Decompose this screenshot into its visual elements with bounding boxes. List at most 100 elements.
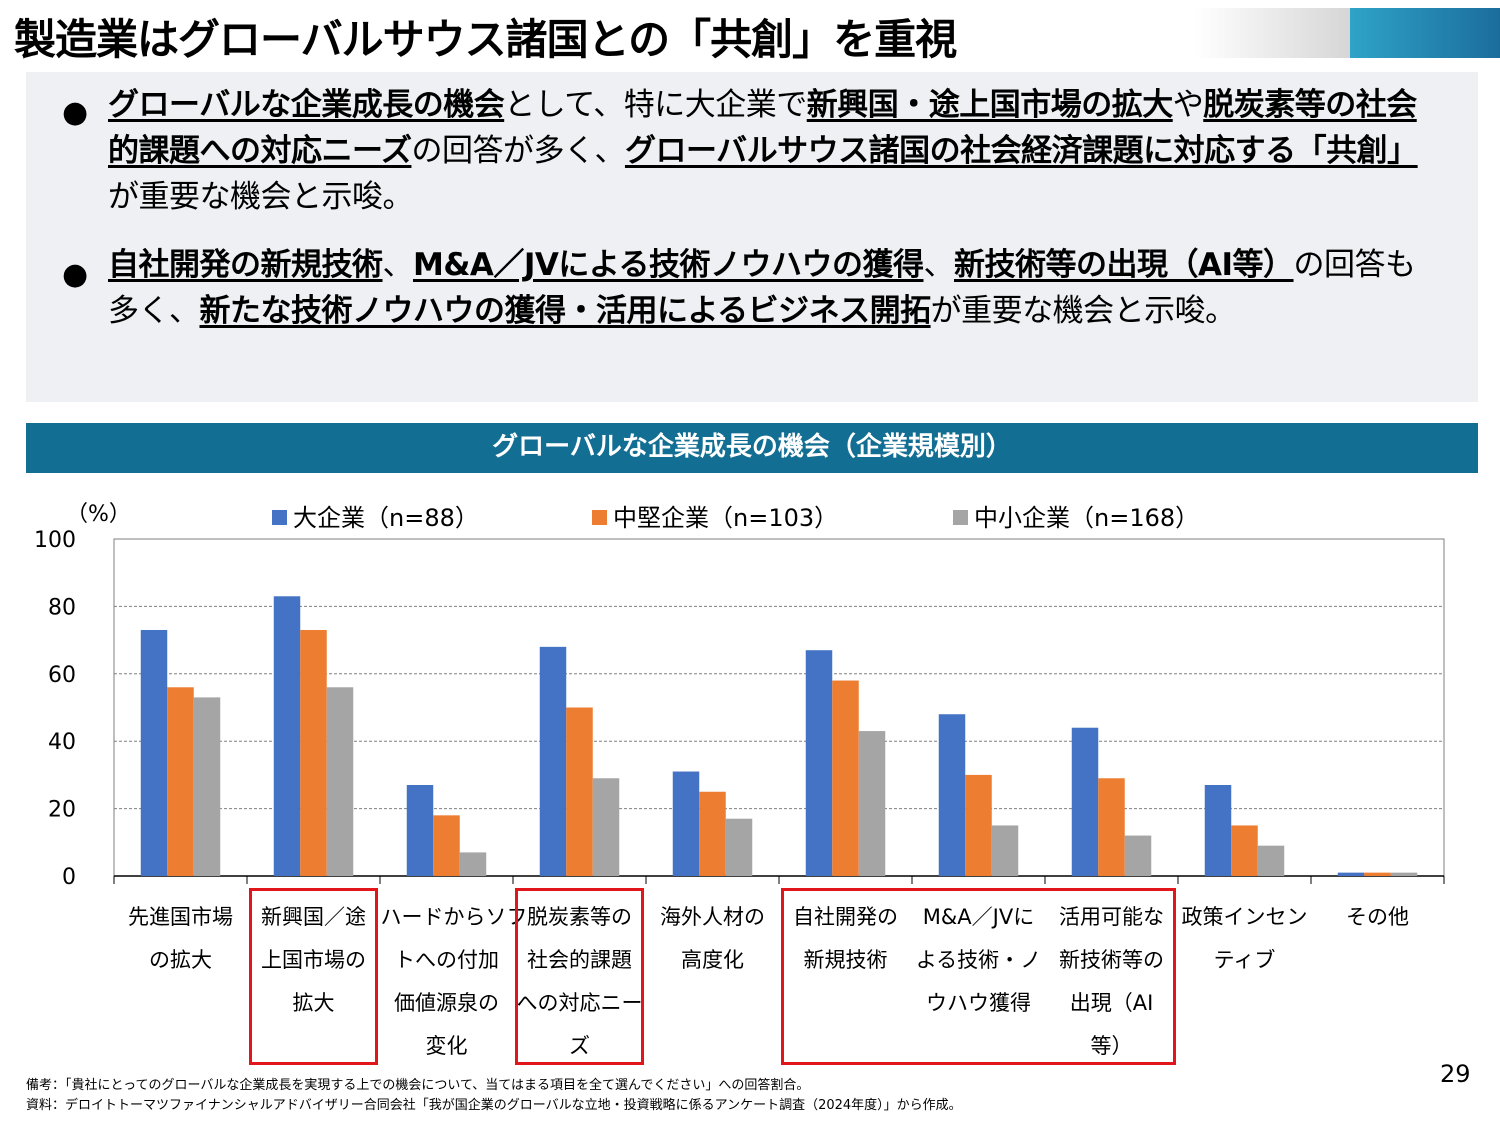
legend-label-small: 中小企業（n=168） [974,504,1200,532]
category-label-3: 脱炭素等の社会的課題への対応ニーズ [514,896,646,1068]
bar-large-1 [273,596,301,876]
summary-emphasis-1-6: グローバルサウス諸国の社会経済課題に対応する「共創」 [624,133,1418,169]
summary-text-1-1: として、特に大企業で [504,87,807,123]
chart-header: グローバルな企業成長の機会（企業規模別） [26,423,1478,473]
category-label-line: トへの付加 [394,948,499,972]
summary-text-2-5: の回答も多く、 [108,247,1416,329]
bar-small-3 [592,778,620,876]
category-label-line: 等） [1090,1034,1133,1058]
y-tick-label: 60 [48,663,76,688]
category-label-9: その他 [1312,896,1444,939]
category-label-5: 自社開発の 新規技術 [780,896,912,982]
category-label-line: 出現（AI [1069,991,1154,1015]
category-label-line: 上国市場の [261,948,366,972]
title-decoration-gradient [1195,8,1350,58]
bullet-dot-1: ● [62,95,89,130]
legend-label-mid: 中堅企業（n=103） [613,504,839,532]
legend-swatch-large [272,510,287,525]
legend-item-large: 大企業（n=88） [272,498,479,533]
bar-small-4 [725,818,753,876]
y-tick-label: 100 [34,528,76,553]
bar-large-9 [1337,872,1365,876]
bar-large-5 [805,650,833,876]
category-label-line: 自社開発の [793,905,898,929]
category-label-line: 新規技術 [803,948,888,972]
category-label-line: への対応ニー [516,991,643,1015]
summary-text-1-3: や [1172,87,1204,123]
category-label-1: 新興国／途上国市場の拡大 [248,896,380,1025]
bar-small-1 [326,687,354,876]
highlight-box-2 [781,888,1176,1065]
summary-text-1-7: が重要な機会と示唆。 [108,179,414,215]
category-label-line: 新技術等の [1059,948,1164,972]
bar-large-8 [1204,785,1232,876]
note-remarks: 備考：「貴社にとってのグローバルな企業成長を実現する上での機会について、当てはま… [26,1078,810,1093]
legend-label-large: 大企業（n=88） [293,504,479,532]
category-label-line: 海外人材の [660,905,765,929]
bar-mid-8 [1231,825,1258,876]
category-label-line: ズ [569,1034,590,1058]
category-label-line: 脱炭素等の [527,905,632,929]
y-axis-unit: （%） [66,502,131,527]
bar-small-8 [1257,845,1285,876]
category-label-line: 変化 [425,1034,468,1058]
page-title: 製造業はグローバルサウス諸国との「共創」を重視 [14,15,957,64]
summary-emphasis-1-0: グローバルな企業成長の機会 [108,87,505,123]
bar-small-7 [1124,835,1152,876]
bar-mid-2 [433,815,460,876]
category-label-8: 政策インセン ティブ [1179,896,1311,982]
category-label-line: 拡大 [292,991,335,1015]
summary-text-1-5: の回答が多く、 [411,133,625,169]
bar-small-2 [459,852,487,876]
bar-large-4 [672,771,700,876]
bar-large-0 [140,629,168,876]
bullet-dot-2: ● [62,257,89,292]
bar-mid-1 [300,629,327,876]
bar-small-0 [193,697,221,876]
legend-swatch-mid [592,510,607,525]
y-tick-label: 80 [48,595,76,620]
category-label-2: ハードからソフトへの付加価値源泉の変化 [380,896,528,1068]
bar-mid-3 [566,707,593,876]
y-tick-label: 0 [62,865,76,890]
legend-swatch-small [953,510,968,525]
category-label-line: ティブ [1213,948,1276,972]
bar-large-6 [938,714,966,876]
summary-panel: ● グローバルな企業成長の機会として、特に大企業で新興国・途上国市場の拡大や脱炭… [26,72,1478,402]
y-tick-label: 40 [48,730,76,755]
summary-emphasis-1-4: 脱炭素等の社会的課題への対応ニーズ [108,87,1417,169]
summary-text-2-3: 、 [923,247,954,283]
summary-text-2-7: が重要な機会と示唆。 [930,293,1237,329]
category-label-line: 活用可能な [1059,905,1164,929]
bar-small-9 [1390,872,1418,876]
category-label-line: 社会的課題 [527,948,632,972]
category-label-line: 高度化 [681,948,744,972]
legend-item-small: 中小企業（n=168） [953,498,1199,533]
summary-emphasis-2-4: 新技術等の出現（AI等） [953,247,1294,283]
legend-item-mid: 中堅企業（n=103） [592,498,838,533]
summary-emphasis-2-0: 自社開発の新規技術 [108,247,383,283]
bar-mid-4 [699,791,726,876]
category-label-line: 先進国市場 [128,905,233,929]
bar-small-5 [858,731,886,876]
category-label-line: ハードからソフ [380,905,528,929]
bar-mid-5 [832,680,859,876]
category-label-line: ウハウ獲得 [926,991,1031,1015]
category-label-6: M&A／JVに よる技術・ノ ウハウ獲得 [913,896,1045,1025]
category-label-line: 政策インセン [1181,905,1308,929]
category-label-0: 先進国市場 の拡大 [115,896,247,982]
category-label-4: 海外人材の 高度化 [647,896,779,982]
note-source: 資料：デロイトトーマツファイナンシャルアドバイザリー合同会社「我が国企業のグロー… [26,1098,962,1113]
category-label-line: その他 [1346,905,1409,929]
bar-mid-7 [1098,778,1125,876]
bar-large-3 [539,646,567,876]
category-label-line: よる技術・ノ [915,948,1042,972]
summary-text-2-1: 、 [382,247,414,283]
category-label-line: 新興国／途 [261,905,366,929]
category-label-line: 価値源泉の [394,991,499,1015]
bar-mid-9 [1364,872,1391,876]
bar-mid-0 [167,687,194,876]
summary-emphasis-2-6: 新たな技術ノウハウの獲得・活用によるビジネス開拓 [199,293,932,329]
bar-large-2 [406,785,434,876]
